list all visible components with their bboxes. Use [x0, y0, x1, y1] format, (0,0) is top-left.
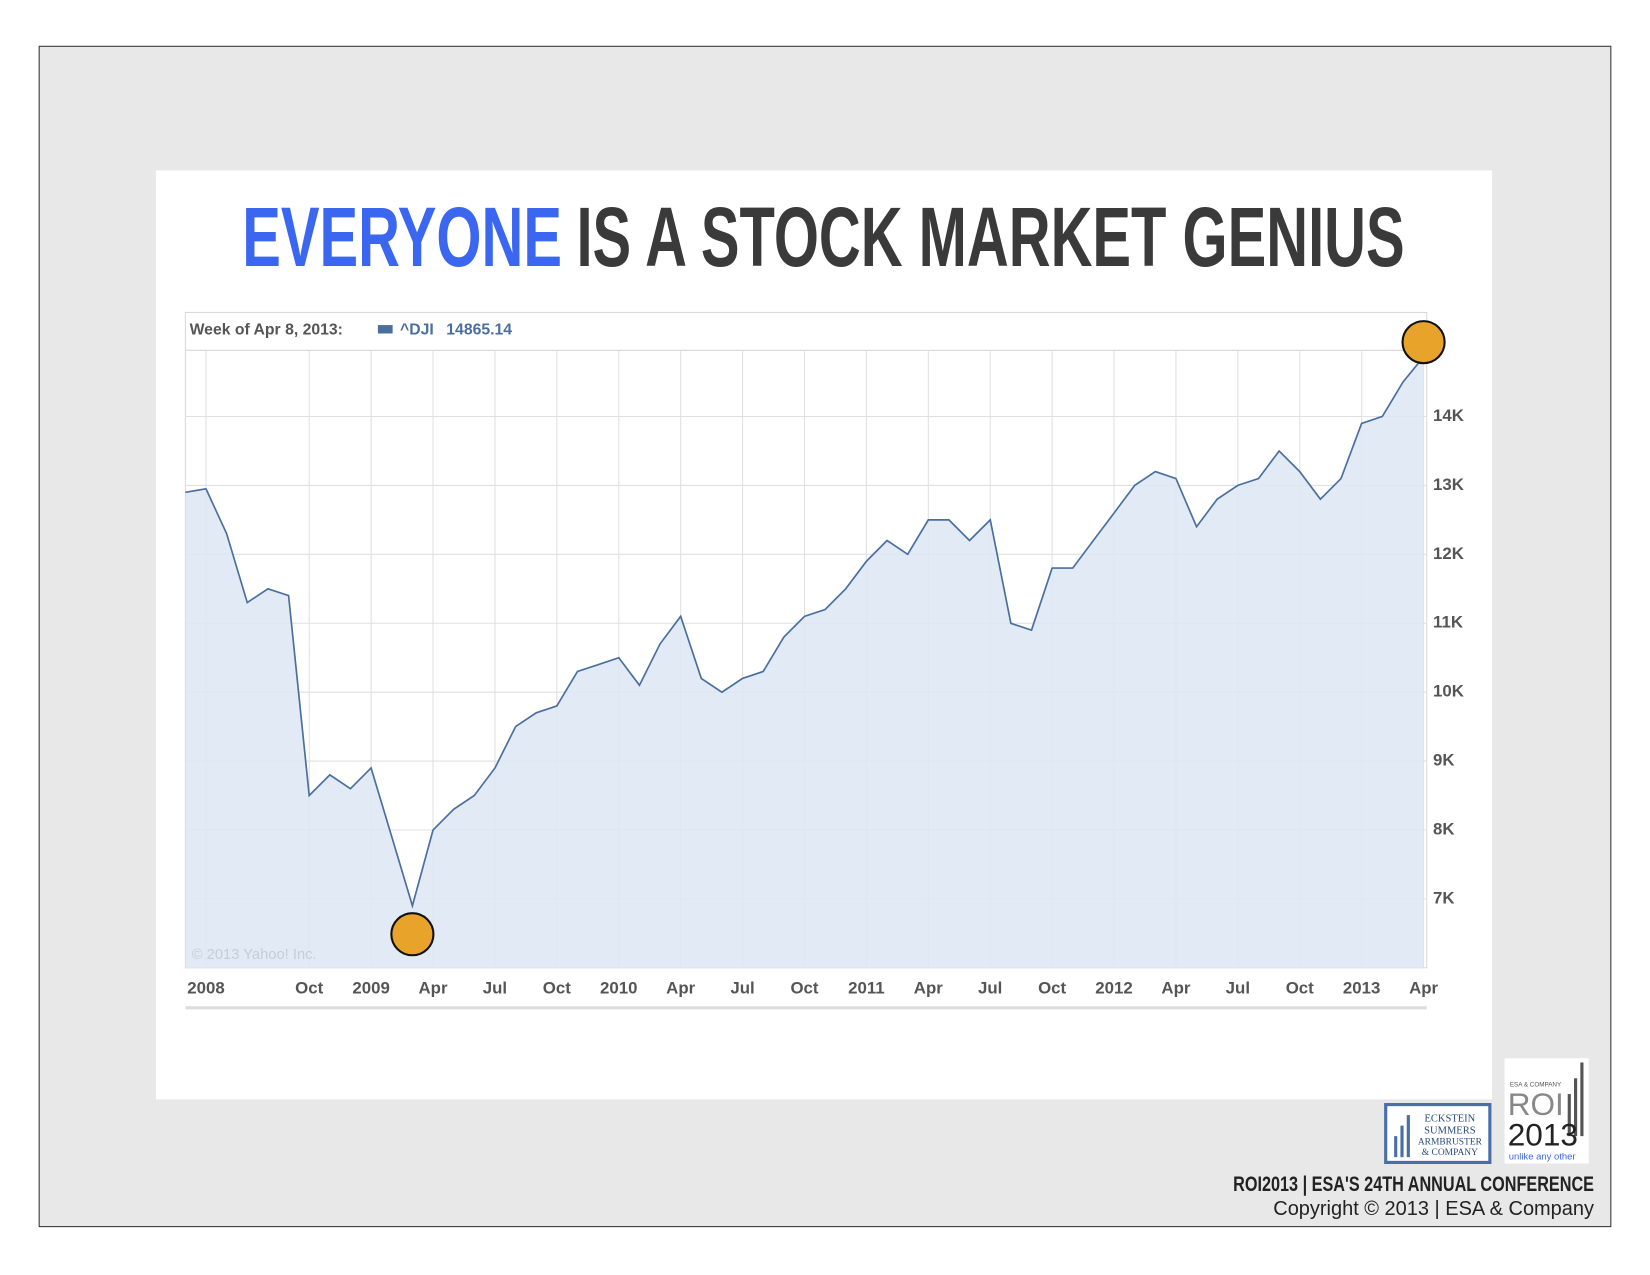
- y-tick-label: 13K: [1433, 475, 1464, 494]
- logo-bar: [1406, 1115, 1410, 1158]
- watermark: © 2013 Yahoo! Inc.: [192, 947, 317, 963]
- legend-name: ^DJI: [400, 321, 434, 338]
- x-tick-label: 2011: [848, 978, 885, 997]
- logo-bar: [1400, 1125, 1404, 1158]
- x-tick-label: Apr: [1161, 978, 1190, 997]
- roi-logo-year: 2013: [1508, 1117, 1578, 1153]
- roi-logo-top: ESA & COMPANY: [1510, 1081, 1562, 1088]
- y-tick-label: 8K: [1433, 819, 1455, 838]
- legend-swatch: [377, 325, 393, 334]
- y-tick-label: 9K: [1433, 751, 1455, 770]
- y-tick-label: 14K: [1433, 406, 1464, 425]
- logo-line: & COMPANY: [1422, 1148, 1478, 1158]
- logo-bar: [1574, 1078, 1578, 1137]
- x-tick-label: 2010: [600, 978, 637, 997]
- x-tick-label: 2008: [187, 978, 224, 997]
- roi-logo-roi: ROI: [1508, 1086, 1564, 1122]
- legend-date: Week of Apr 8, 2013:: [190, 321, 343, 338]
- title-highlight: EVERYONE: [242, 190, 562, 284]
- x-tick-label: Apr: [666, 978, 695, 997]
- x-tick-label: 2013: [1343, 978, 1380, 997]
- conference: ROI2013 | ESA'S 24TH ANNUAL CONFERENCE: [1233, 1173, 1594, 1196]
- x-tick-label: Apr: [1409, 978, 1438, 997]
- roi-logo-tagline: unlike any other: [1509, 1152, 1576, 1163]
- logo-bar: [1567, 1094, 1571, 1137]
- highlight-marker: [390, 912, 435, 957]
- x-tick-label: Oct: [1286, 978, 1314, 997]
- y-tick-label: 11K: [1433, 613, 1463, 632]
- x-tick-label: Oct: [295, 978, 323, 997]
- x-tick-label: Oct: [543, 978, 571, 997]
- y-tick-label: 7K: [1433, 888, 1455, 907]
- x-tick-label: Apr: [914, 978, 943, 997]
- y-tick-label: 10K: [1433, 682, 1464, 701]
- plot: 7K 8K 9K 10K 11K 12K 13K 14K 2008 Oct 2009 Apr Jul Oc…: [185, 350, 1464, 997]
- slide-title-row: EVERYONEIS A STOCK MARKET GENIUS: [242, 190, 1404, 284]
- x-tick-label: Oct: [790, 978, 818, 997]
- highlight-marker: [1401, 320, 1446, 365]
- title: IS A STOCK MARKET GENIUS: [576, 190, 1404, 284]
- legend-value: 14865.14: [446, 321, 512, 338]
- x-tick-label: Jul: [978, 978, 1002, 997]
- x-tick-label: Jul: [1226, 978, 1250, 997]
- logo-bar: [1394, 1136, 1398, 1158]
- x-tick-label: 2009: [352, 978, 389, 997]
- x-tick-label: Oct: [1038, 978, 1066, 997]
- x-tick-label: Apr: [419, 978, 448, 997]
- y-tick-label: 12K: [1433, 544, 1464, 563]
- logo-line: ECKSTEIN: [1425, 1114, 1476, 1125]
- logo-line: SUMMERS: [1424, 1125, 1476, 1136]
- line: [185, 356, 1425, 909]
- x-tick-label: Jul: [483, 978, 507, 997]
- logo-line: ARMBRUSTER: [1418, 1138, 1483, 1148]
- x-tick-label: Jul: [730, 978, 754, 997]
- area: [185, 356, 1424, 968]
- copyright: Copyright © 2013 | ESA & Company: [1273, 1198, 1594, 1220]
- logo-bar: [1580, 1062, 1584, 1137]
- x-tick-label: 2012: [1095, 978, 1132, 997]
